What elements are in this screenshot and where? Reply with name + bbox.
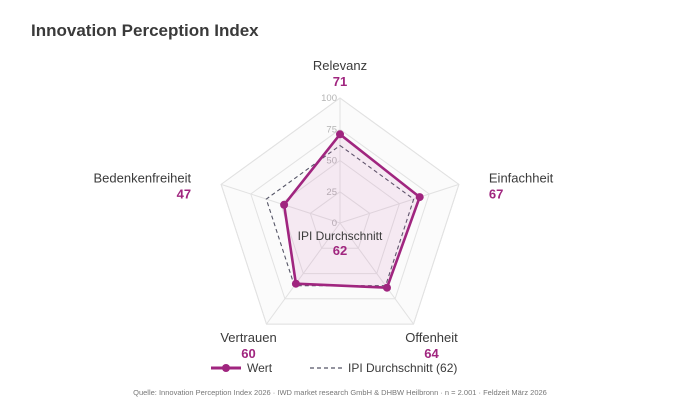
tick-label-100: 100 bbox=[321, 93, 337, 104]
axis-value-vertrauen: 60 bbox=[241, 346, 255, 361]
chart-title: Innovation Perception Index bbox=[31, 21, 259, 40]
grid-ring-75 bbox=[250, 128, 430, 300]
axis-label-relevanz: Relevanz bbox=[313, 58, 367, 73]
grid-ring-25 bbox=[309, 191, 371, 249]
grid-spoke-vertrauen bbox=[266, 222, 341, 325]
axis-value-einfachheit: 67 bbox=[489, 186, 503, 201]
data-point-vertrauen bbox=[291, 279, 300, 288]
center-label: IPI Durchschnitt bbox=[298, 229, 383, 243]
axis-label-offenheit: Offenheit bbox=[405, 330, 458, 345]
tick-label-75: 75 bbox=[326, 124, 337, 135]
tick-label-50: 50 bbox=[326, 156, 337, 167]
data-point-bedenkenfreiheit bbox=[280, 200, 289, 209]
value-series bbox=[280, 130, 424, 292]
value-series-line bbox=[282, 133, 422, 290]
axis-value-relevanz: 71 bbox=[333, 74, 347, 89]
axis-value-bedenkenfreiheit: 47 bbox=[177, 186, 191, 201]
axis-value-offenheit: 64 bbox=[424, 346, 439, 361]
grid-ring-100 bbox=[220, 97, 460, 325]
legend: Wert IPI Durchschnitt (62) bbox=[211, 361, 457, 375]
data-point-offenheit bbox=[383, 283, 391, 292]
grid-spoke-einfachheit bbox=[339, 183, 460, 224]
radar-tick-labels: 0 25 50 75 100 bbox=[321, 93, 337, 229]
radar-grid bbox=[220, 97, 460, 325]
legend-average-label: IPI Durchschnitt (62) bbox=[348, 361, 457, 375]
tick-label-25: 25 bbox=[326, 187, 337, 198]
grid-spoke-offenheit bbox=[339, 222, 414, 325]
tick-label-0: 0 bbox=[332, 218, 337, 229]
source-footer: Quelle: Innovation Perception Index 2026… bbox=[133, 388, 547, 397]
legend-series-marker bbox=[222, 364, 230, 372]
axis-label-einfachheit: Einfachheit bbox=[489, 170, 554, 185]
legend-series-label: Wert bbox=[247, 361, 273, 375]
data-point-relevanz bbox=[336, 130, 344, 139]
center-value: 62 bbox=[333, 243, 347, 258]
axis-label-vertrauen: Vertrauen bbox=[220, 330, 276, 345]
axis-label-bedenkenfreiheit: Bedenkenfreiheit bbox=[94, 170, 192, 185]
data-point-einfachheit bbox=[415, 193, 424, 202]
